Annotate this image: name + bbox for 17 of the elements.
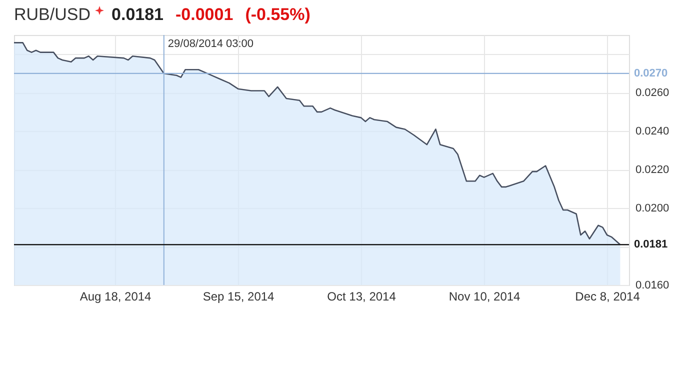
x-tick-label: Oct 13, 2014 xyxy=(327,290,396,304)
text: 0.0181 xyxy=(112,5,164,25)
y-tick-label: 0.0220 xyxy=(636,164,670,176)
text: -0.0001 xyxy=(176,5,234,25)
y-tick-label: 0.0260 xyxy=(636,87,670,100)
y-tick-label: 0.0160 xyxy=(636,280,670,292)
y-tick-label: 0.0240 xyxy=(636,126,670,138)
ref-line-label: 0.0181 xyxy=(634,238,668,251)
x-tick-label: Sep 15, 2014 xyxy=(202,290,275,304)
ref-line-label: 29/08/2014 03:00 xyxy=(168,38,254,50)
chart-title: RUB/USD xyxy=(14,5,91,25)
y-tick-label: 0.0200 xyxy=(636,202,670,215)
x-tick-label: Nov 10, 2014 xyxy=(448,290,521,304)
ref-line-label: 0.0270 xyxy=(634,67,668,80)
text: (-0.55%) xyxy=(245,5,310,25)
x-tick-label: Dec 8, 2014 xyxy=(575,290,640,304)
x-tick-label: Aug 18, 2014 xyxy=(80,290,152,304)
